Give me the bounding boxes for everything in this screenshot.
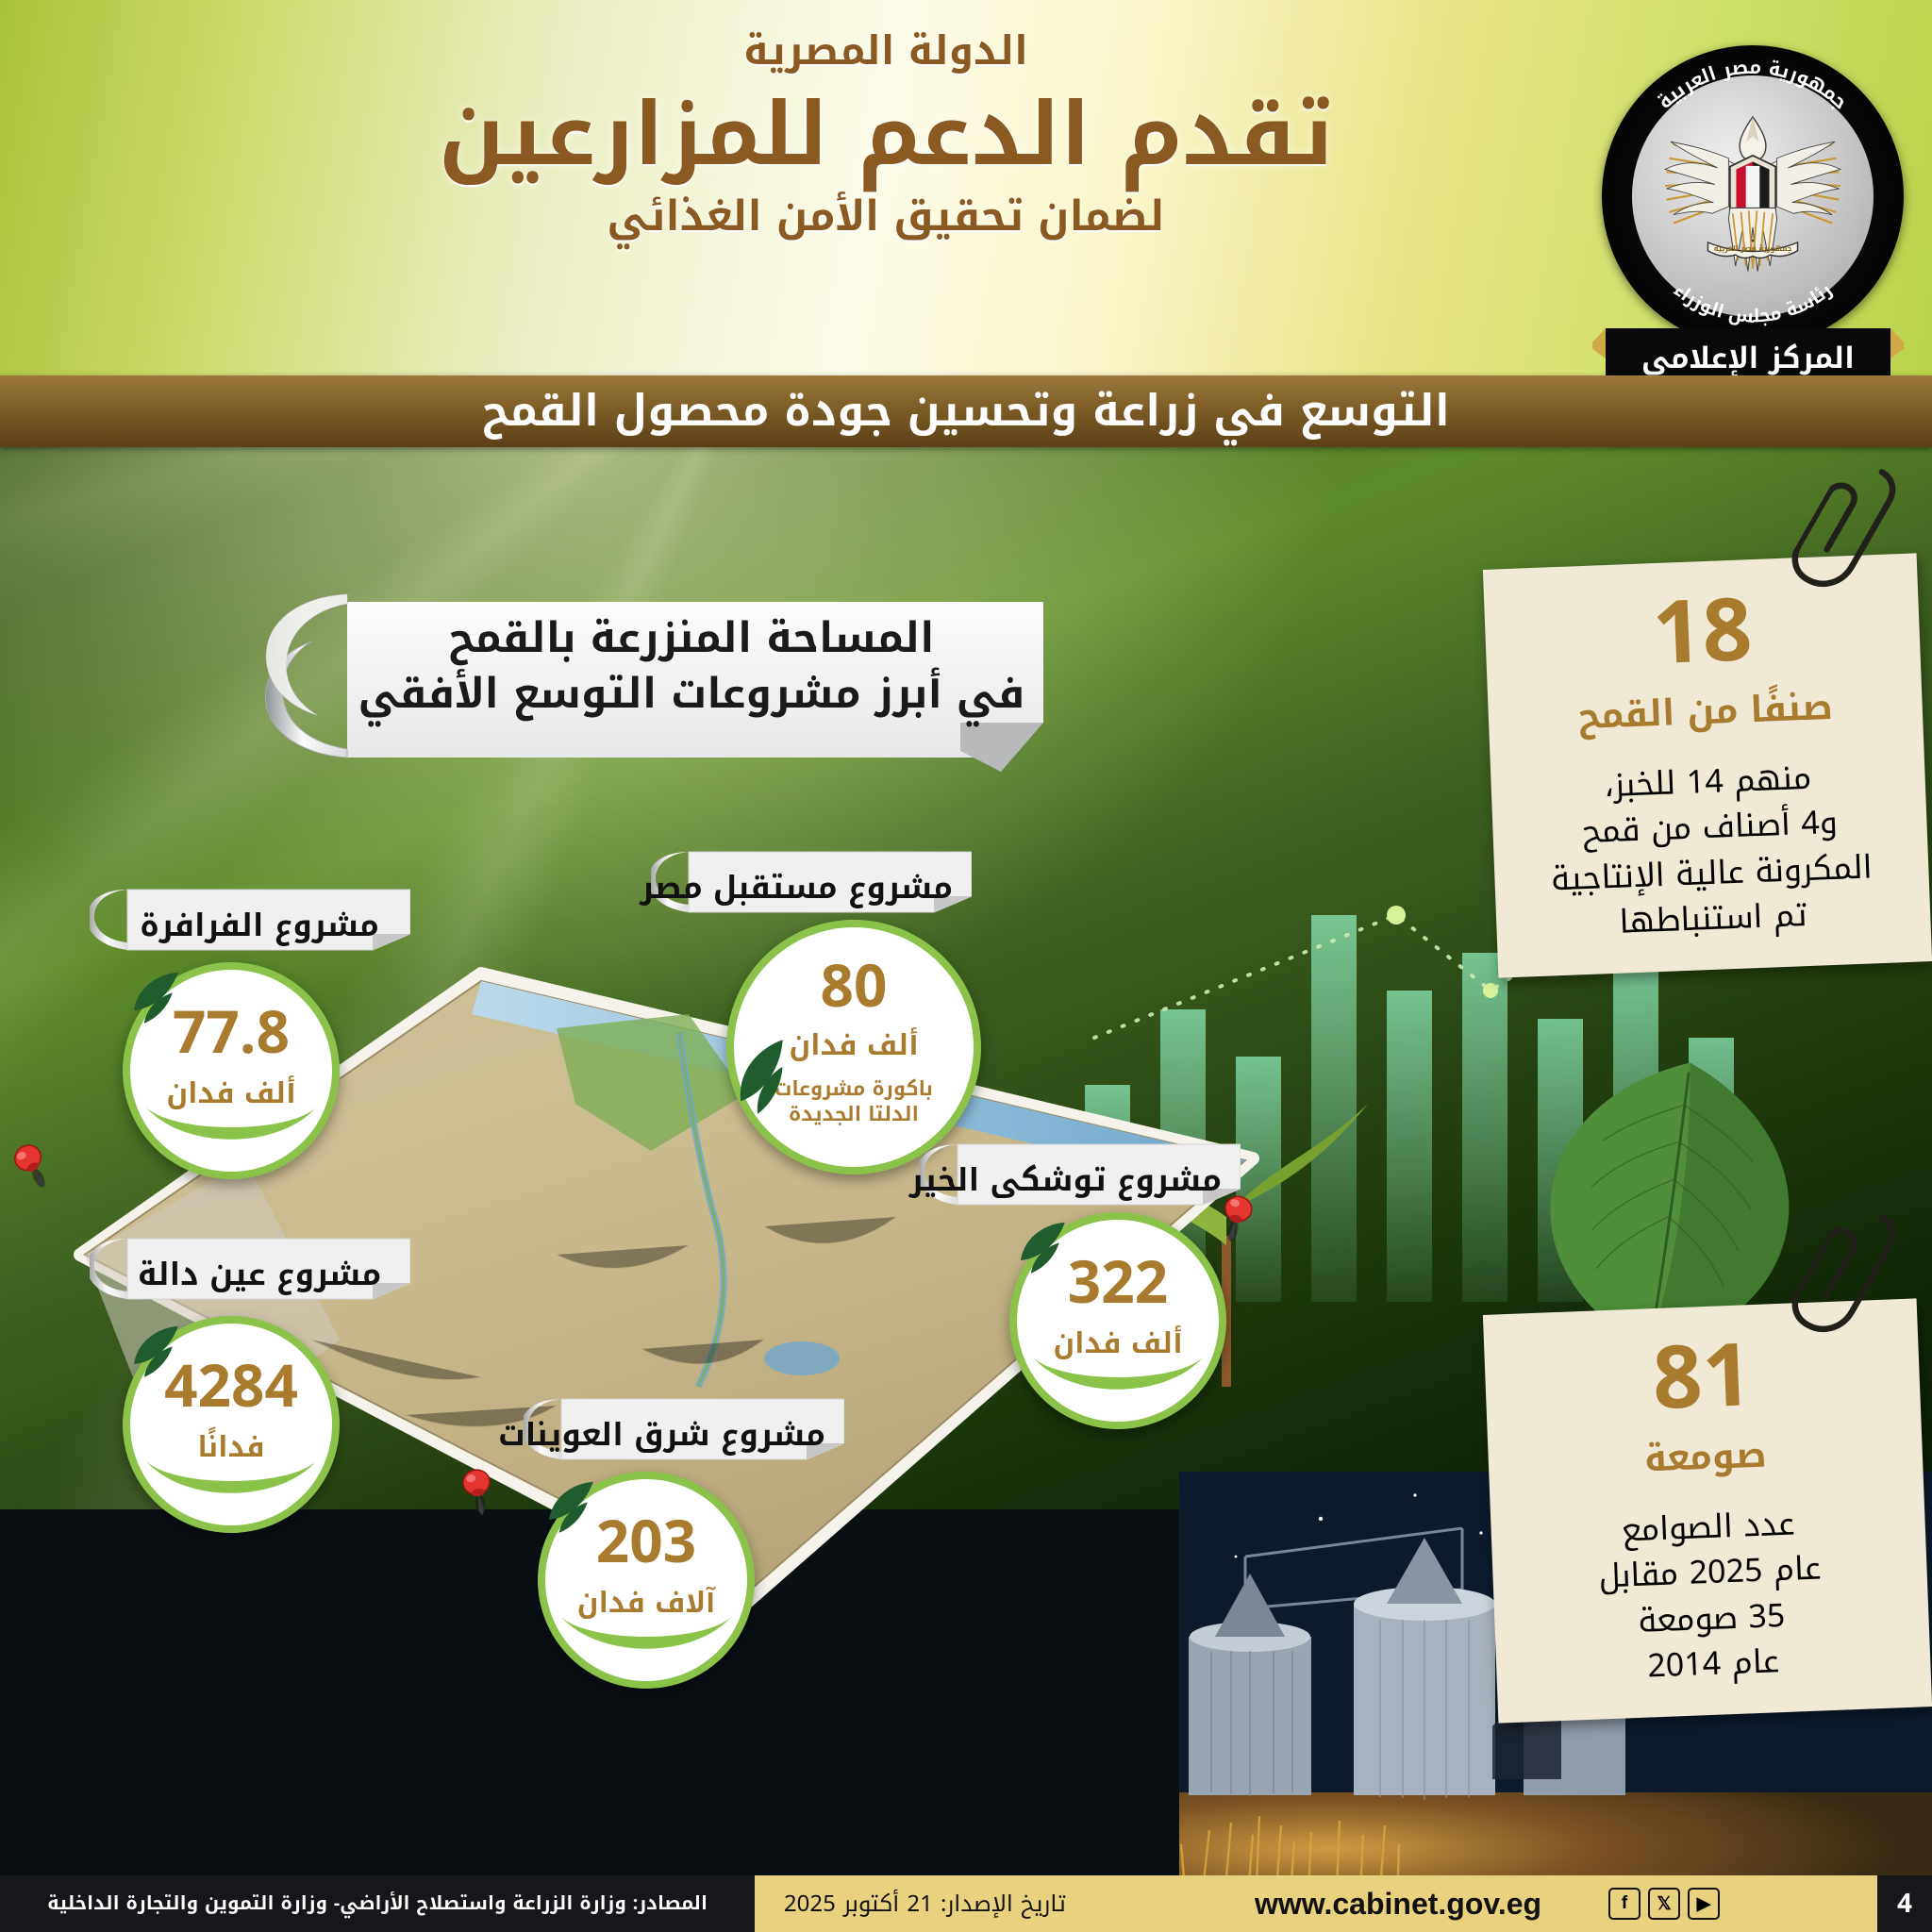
svg-text:جمهورية مصر العربية: جمهورية مصر العربية [1649, 50, 1856, 120]
